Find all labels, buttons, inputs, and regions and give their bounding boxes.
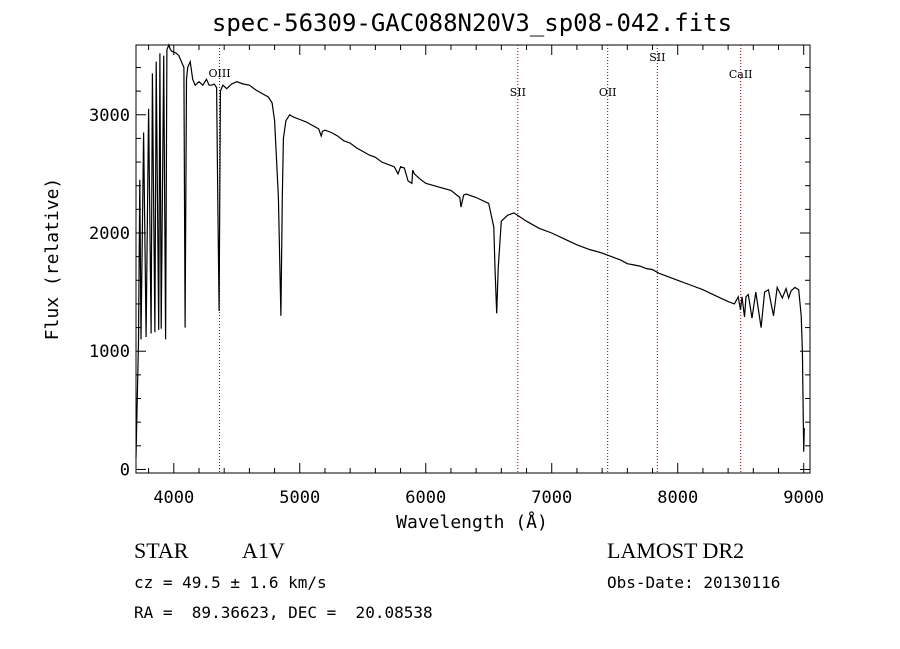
x-tick-label-0: 4000 — [153, 488, 194, 508]
marker-label-3: SII — [649, 51, 665, 64]
x-tick-label-3: 7000 — [531, 488, 572, 508]
y-axis-label: Flux (relative) — [42, 178, 63, 341]
spectrum-line — [135, 43, 805, 458]
x-tick-label-5: 9000 — [783, 488, 824, 508]
x-tick-label-1: 5000 — [279, 488, 320, 508]
y-tick-label-1: 1000 — [89, 342, 130, 362]
y-tick-label-3: 3000 — [89, 106, 130, 126]
survey-name: LAMOST DR2 — [607, 538, 745, 563]
obs-date-text: Obs-Date: 20130116 — [607, 573, 781, 592]
y-tick-label-0: 0 — [120, 460, 130, 480]
marker-label-4: CaII — [729, 68, 753, 81]
spectral-subclass: A1V — [242, 538, 285, 563]
coordinates-text: RA = 89.36623, DEC = 20.08538 — [134, 603, 433, 622]
object-type: STAR — [134, 538, 189, 563]
chart-title: spec-56309-GAC088N20V3_sp08-042.fits — [212, 9, 732, 37]
x-tick-label-4: 8000 — [657, 488, 698, 508]
x-axis-label: Wavelength (Å) — [396, 511, 548, 533]
redshift-text: cz = 49.5 ± 1.6 km/s — [134, 573, 327, 592]
y-axis-ticks: 0 1000 2000 3000 — [89, 66, 810, 480]
marker-label-0: OIII — [208, 67, 230, 80]
plot-frame — [135, 44, 811, 474]
marker-label-1: SII — [510, 86, 526, 99]
x-axis-ticks: 4000 5000 6000 7000 8000 9000 — [148, 45, 824, 508]
y-tick-label-2: 2000 — [89, 224, 130, 244]
x-tick-label-2: 6000 — [405, 488, 446, 508]
marker-label-2: OII — [599, 86, 617, 99]
emission-line-markers: OIII SII OII SII CaII — [208, 45, 753, 473]
